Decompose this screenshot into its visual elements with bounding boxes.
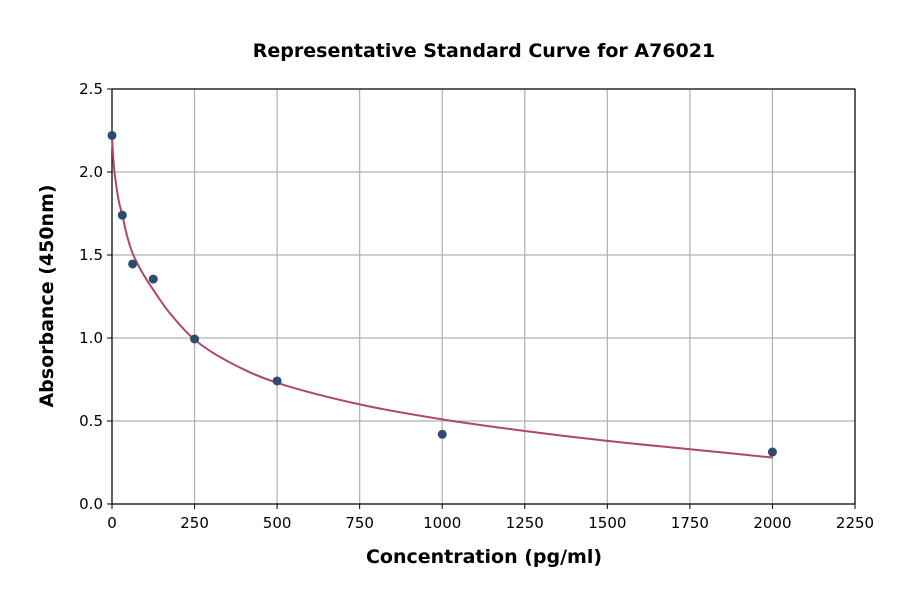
x-tick-label: 1250 [506,514,544,532]
data-point [272,376,282,386]
x-axis-label: Concentration (pg/ml) [366,546,602,568]
fit-curve [111,135,773,459]
chart-title: Representative Standard Curve for A76021 [253,40,715,62]
data-point [148,274,158,284]
x-axis: 0 250 500 750 1000 1250 1500 1750 2000 2250 [107,504,874,532]
y-tick-label: 0.5 [79,412,103,430]
x-tick-label: 500 [263,514,292,532]
grid [111,88,856,505]
x-tick-label: 1750 [671,514,709,532]
data-points [107,130,777,457]
data-point [190,334,200,344]
x-tick-label: 2000 [753,514,791,532]
x-tick-label: 0 [107,514,117,532]
x-tick-label: 250 [180,514,209,532]
x-tick-label: 1000 [423,514,461,532]
y-tick-label: 0.0 [79,495,103,513]
plot-frame [111,88,856,505]
data-point [437,429,447,439]
y-axis-label: Absorbance (450nm) [36,184,58,407]
data-point [117,210,127,220]
data-point [128,259,138,269]
y-tick-label: 2.5 [79,80,103,98]
y-tick-label: 1.0 [79,329,103,347]
data-point [767,447,777,457]
y-axis: 0.0 0.5 1.0 1.5 2.0 2.5 [79,80,112,513]
x-tick-label: 2250 [836,514,874,532]
x-tick-label: 750 [345,514,374,532]
y-tick-label: 1.5 [79,246,103,264]
y-tick-label: 2.0 [79,163,103,181]
x-tick-label: 1500 [588,514,626,532]
data-point [107,130,117,140]
